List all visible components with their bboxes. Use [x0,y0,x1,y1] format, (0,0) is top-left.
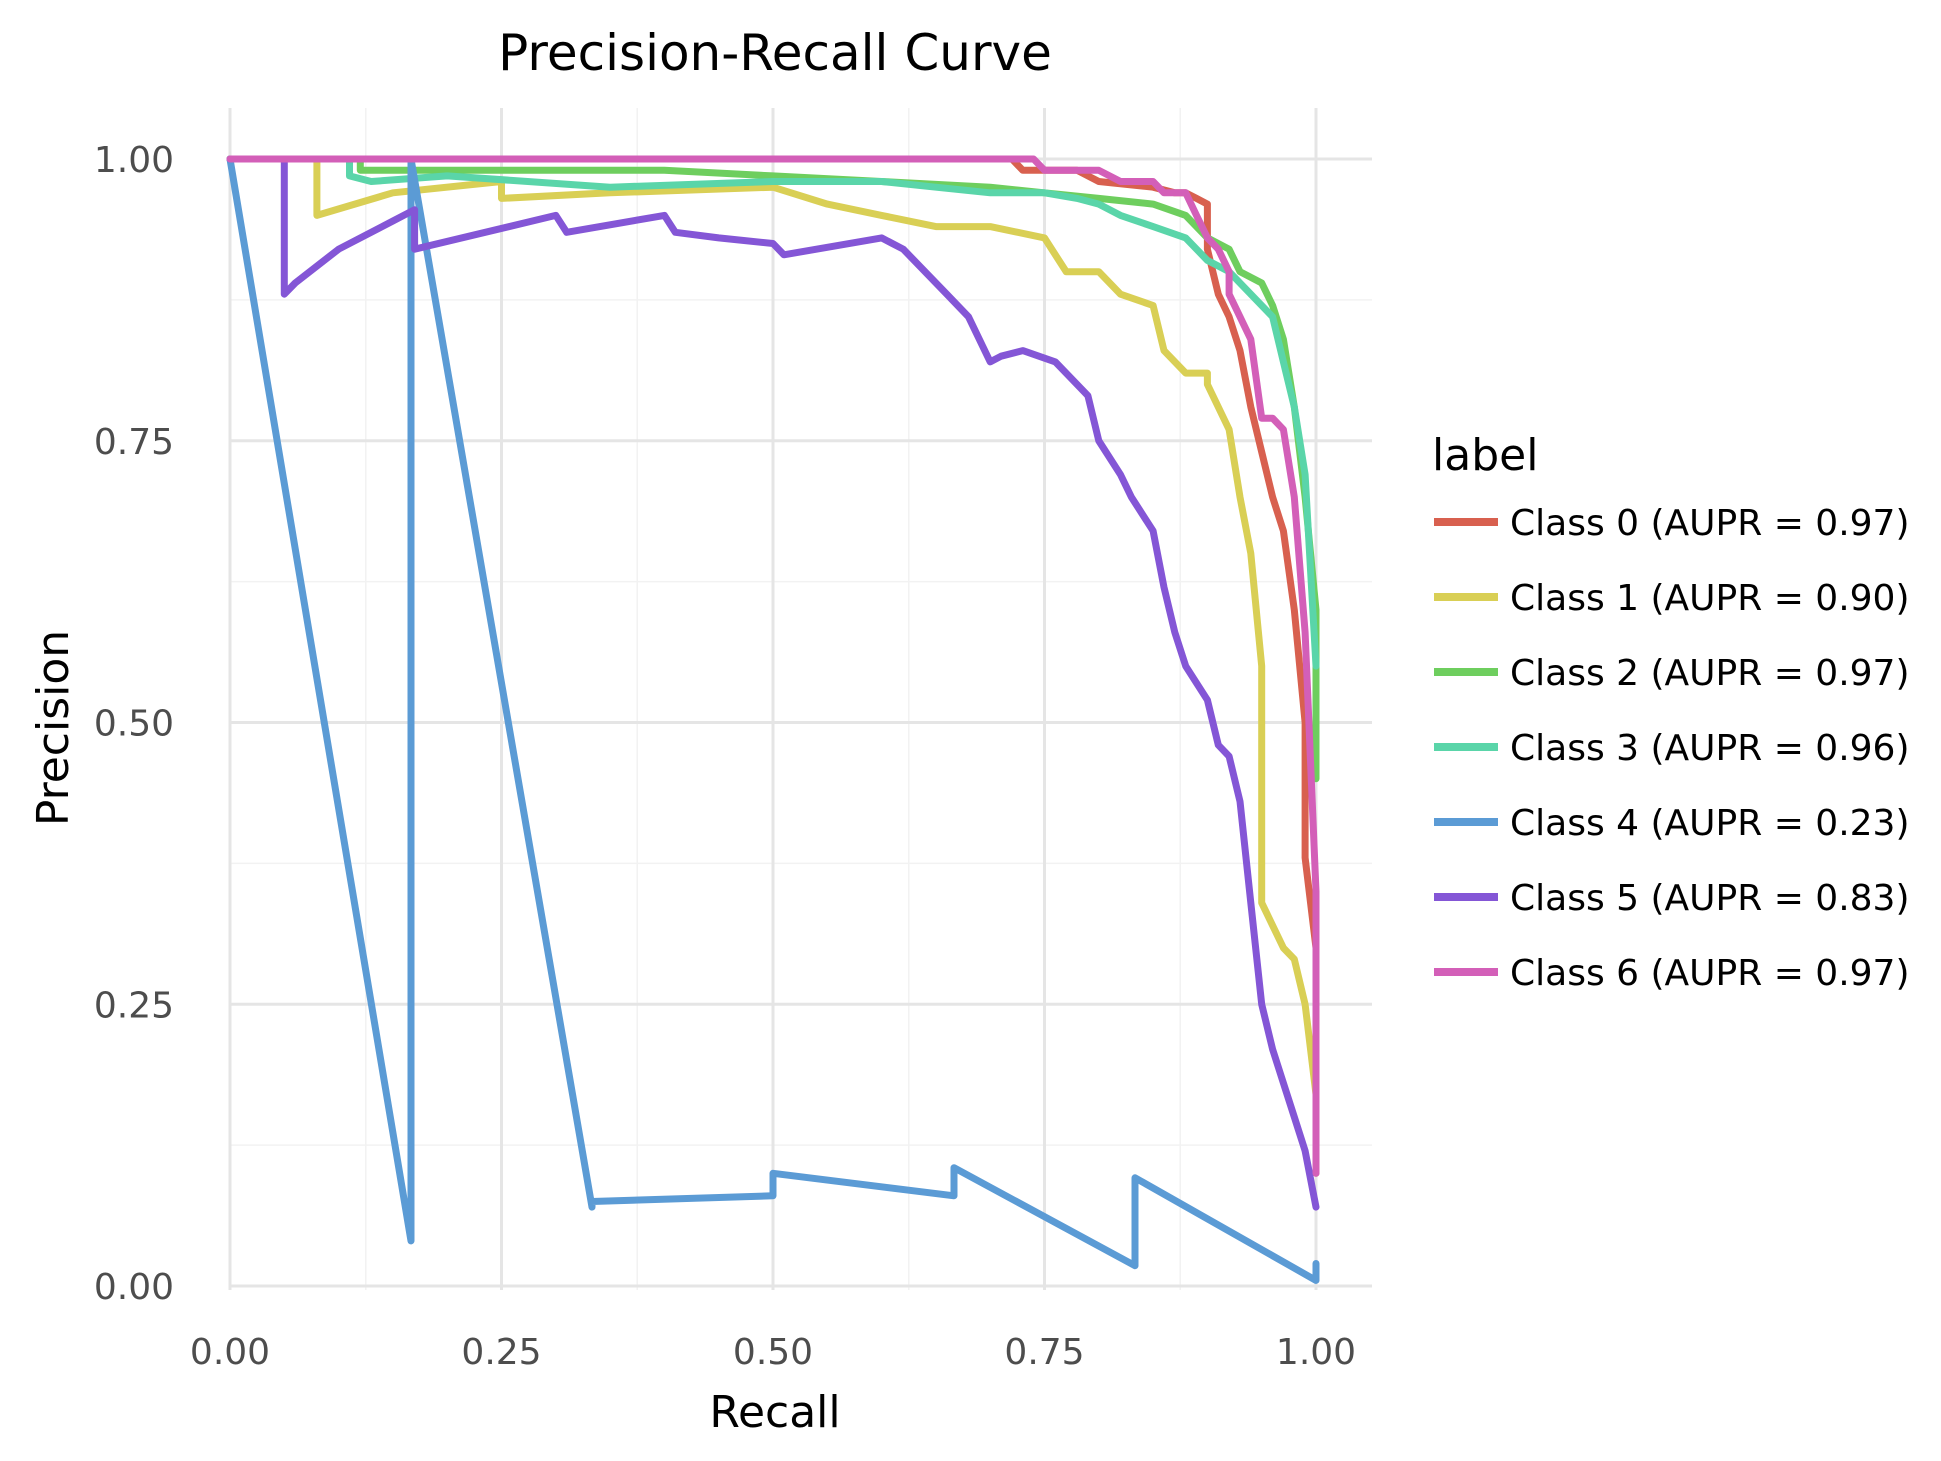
x-tick-label: 0.25 [461,1332,541,1373]
series-line-class-1 [226,155,1320,1098]
x-tick-label: 0.50 [733,1332,813,1373]
y-tick-label: 0.00 [94,1267,174,1308]
series-layer [226,155,1320,1284]
legend: Class 0 (AUPR = 0.97) Class 1 (AUPR = 0.9… [1434,503,1910,994]
y-tick-label: 1.00 [94,140,174,181]
series-line-class-6 [226,155,1320,1177]
legend-label: Class 3 (AUPR = 0.96) [1510,728,1910,769]
tick-labels: 0.00 0.25 0.50 0.75 1.00 0.00 0.25 0.50 0.75 1.00 [94,140,1356,1373]
x-tick-label: 0.00 [190,1332,270,1373]
legend-label: Class 5 (AUPR = 0.83) [1510,878,1910,919]
series-line-class-0 [226,155,1320,1177]
legend-label: Class 0 (AUPR = 0.97) [1510,503,1910,544]
grid [228,108,1372,1290]
legend-label: Class 2 (AUPR = 0.97) [1510,653,1910,694]
legend-label: Class 4 (AUPR = 0.23) [1510,803,1910,844]
legend-label: Class 1 (AUPR = 0.90) [1510,578,1910,619]
series-line-class-3 [226,155,1320,670]
x-tick-label: 1.00 [1276,1332,1356,1373]
legend-label: Class 6 (AUPR = 0.97) [1510,953,1910,994]
series-line-class-5 [226,155,1320,1211]
chart-title: Precision-Recall Curve [498,24,1052,82]
x-axis-title: Recall [709,1387,840,1438]
x-tick-label: 0.75 [1004,1332,1084,1373]
y-tick-label: 0.75 [94,422,174,463]
y-tick-label: 0.25 [94,985,174,1026]
y-axis-title: Precision [28,630,79,826]
legend-title: label [1432,430,1538,481]
y-tick-label: 0.50 [94,704,174,745]
